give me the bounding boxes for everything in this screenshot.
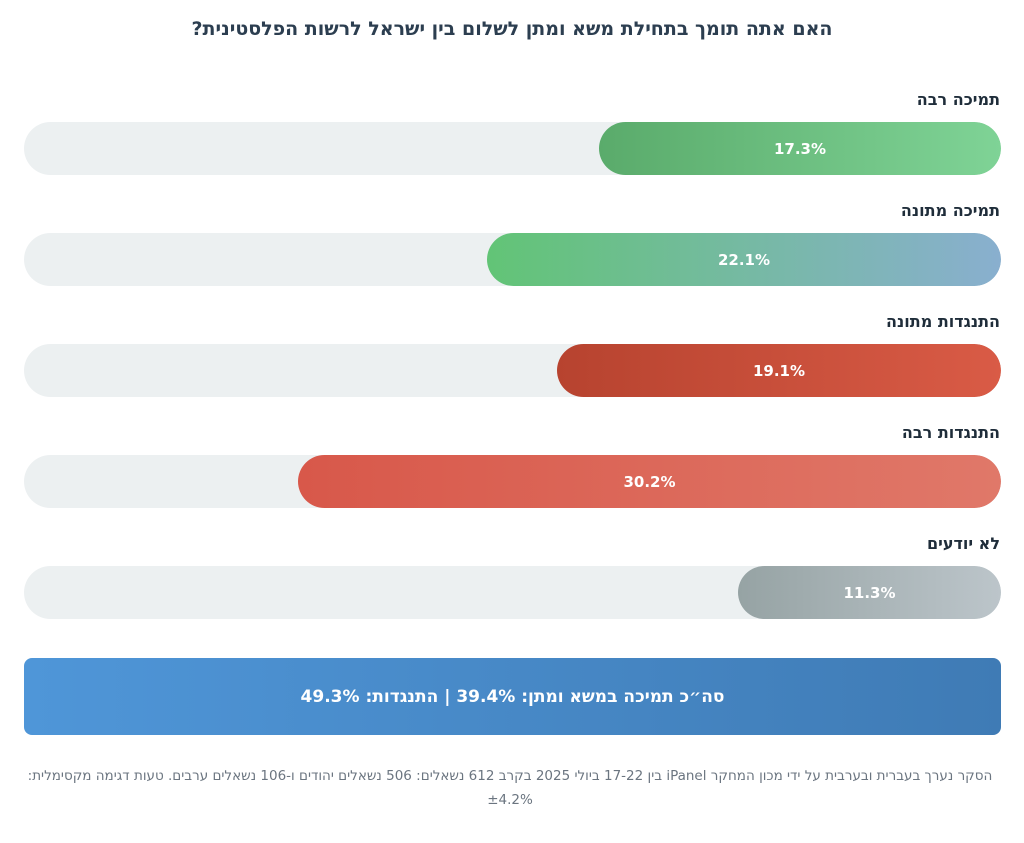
bar-track: 19.1% bbox=[24, 344, 1001, 397]
bar: 22.1% bbox=[487, 233, 1001, 286]
bar: 30.2% bbox=[298, 455, 1001, 508]
bar: 11.3% bbox=[738, 566, 1001, 619]
summary-text: סה״כ תמיכה במשא ומתן: 39.4% | התנגדות: 4… bbox=[300, 686, 725, 707]
bar-track: 17.3% bbox=[24, 122, 1001, 175]
bar-value-label: 17.3% bbox=[773, 139, 827, 158]
bar: 17.3% bbox=[599, 122, 1001, 175]
bar-track: 30.2% bbox=[24, 455, 1001, 508]
bar-track: 22.1% bbox=[24, 233, 1001, 286]
category-label: לא יודעים bbox=[926, 534, 1000, 553]
summary-banner: סה״כ תמיכה במשא ומתן: 39.4% | התנגדות: 4… bbox=[24, 658, 1001, 735]
category-label: תמיכה רבה bbox=[916, 90, 1000, 109]
bar-value-label: 11.3% bbox=[843, 583, 896, 602]
category-label: התנגדות רבה bbox=[901, 423, 1000, 442]
bar: 19.1% bbox=[557, 344, 1001, 397]
bar-value-label: 19.1% bbox=[752, 361, 806, 380]
chart-title: האם אתה תומך בתחילת משא ומתן לשלום בין י… bbox=[191, 18, 833, 40]
bar-value-label: 30.2% bbox=[623, 472, 676, 491]
bar-value-label: 22.1% bbox=[717, 250, 771, 269]
bar-track: 11.3% bbox=[24, 566, 1001, 619]
category-label: תמיכה מתונה bbox=[900, 201, 1000, 220]
category-label: התנגדות מתונה bbox=[886, 312, 1000, 331]
methodology-footnote: הסקר נערך בעברית ובערבית על ידי מכון המח… bbox=[27, 768, 993, 808]
